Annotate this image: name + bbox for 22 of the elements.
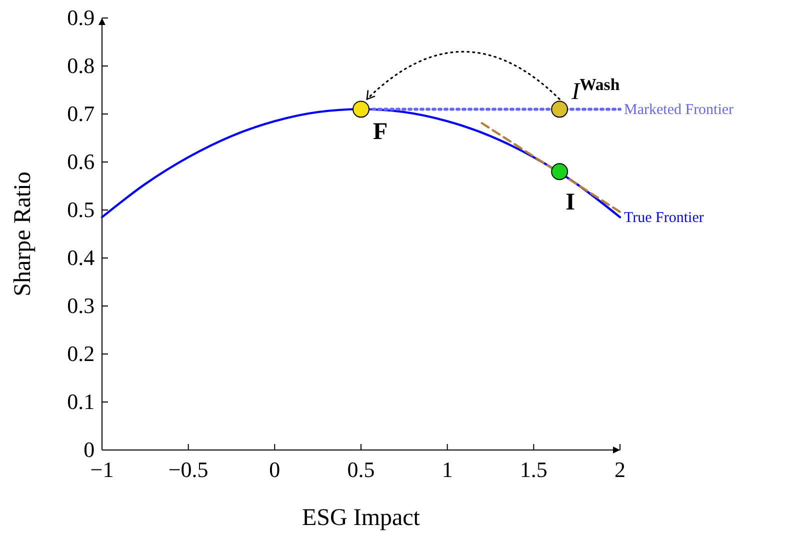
y-tick-label: 0.6 [67,149,95,174]
x-tick-label: 0.5 [347,457,375,482]
x-tick-label: 1.5 [520,457,548,482]
y-tick-label: 0.5 [67,197,95,222]
x-tick-label: 0 [269,457,280,482]
y-tick-label: 0.2 [67,341,95,366]
y-tick-label: 0.4 [67,245,95,270]
y-tick-label: 0.9 [67,5,95,30]
y-tick-label: 0.8 [67,53,95,78]
series-label: Marketed Frontier [624,102,734,118]
x-tick-label: −0.5 [168,457,208,482]
legend-label: F [373,119,388,146]
x-tick-label: 2 [614,457,626,482]
y-tick-label: 0.3 [67,293,95,318]
series-label: I$^{Wash}$ [570,74,620,106]
y-tick-label: 0.1 [67,389,95,414]
series-label: True Frontier [624,210,704,226]
y-axis-title: Sharpe Ratio [10,172,36,296]
x-axis-title: ESG Impact [302,505,420,531]
series-label: I [566,190,575,216]
x-tick-label: 1 [442,457,453,482]
y-tick-label: 0.7 [67,101,95,126]
